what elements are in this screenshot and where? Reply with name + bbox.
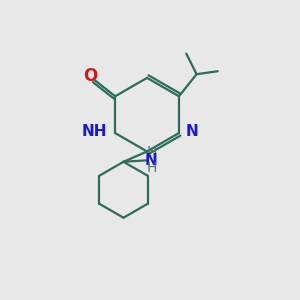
Text: H: H [147, 145, 157, 159]
Text: O: O [84, 67, 98, 85]
Text: N: N [145, 152, 157, 167]
Text: NH: NH [81, 124, 107, 139]
Text: H: H [147, 161, 157, 175]
Text: N: N [185, 124, 198, 139]
